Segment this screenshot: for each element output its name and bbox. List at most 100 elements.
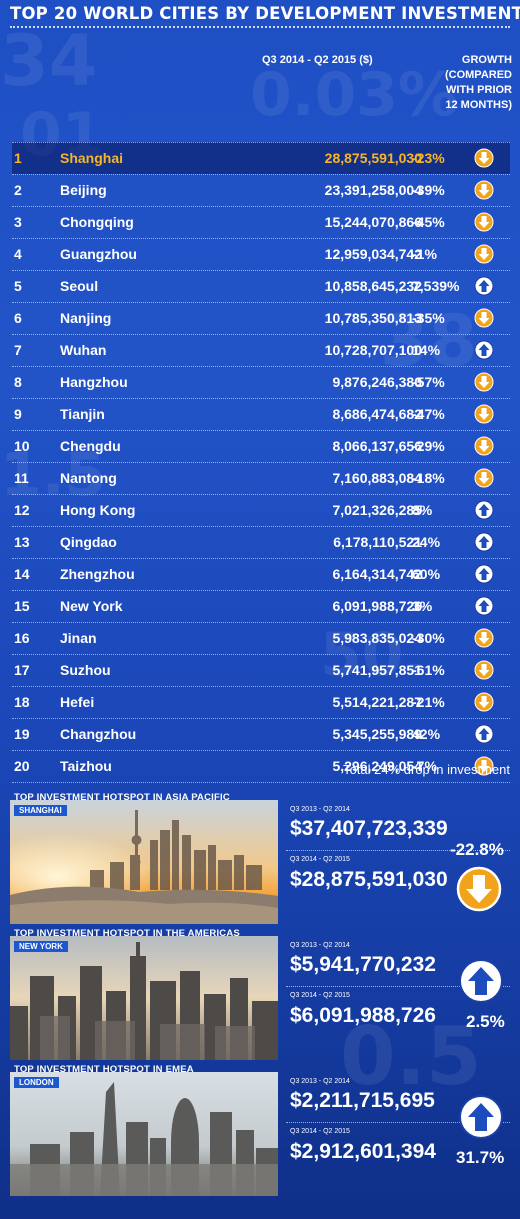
rank-cell: 5: [14, 278, 22, 294]
rank-cell: 1: [14, 150, 22, 166]
value-column-header: Q3 2014 - Q2 2015 ($): [262, 54, 373, 66]
investment-value-cell: 23,391,258,004: [324, 182, 422, 198]
rank-cell: 16: [14, 630, 30, 646]
period-label: Q3 2013 - Q2 2014: [290, 1078, 350, 1085]
city-cell: Wuhan: [60, 342, 107, 358]
city-tag: NEW YORK: [14, 941, 68, 952]
rank-cell: 11: [14, 470, 29, 486]
table-row: 7 Wuhan 10,728,707,100 14%: [12, 334, 510, 366]
up-arrow-icon: [474, 596, 494, 616]
rank-cell: 14: [14, 566, 30, 582]
growth-cell: 42%: [412, 726, 441, 742]
investment-value-cell: 28,875,591,030: [324, 150, 422, 166]
table-row: 8 Hangzhou 9,876,246,380 -57%: [12, 366, 510, 398]
page-title: TOP 20 WORLD CITIES BY DEVELOPMENT INVES…: [10, 4, 520, 28]
divider: [286, 986, 510, 987]
prior-value: $37,407,723,339: [290, 817, 448, 840]
city-cell: Nanjing: [60, 310, 112, 326]
growth-cell: 8%: [412, 502, 433, 518]
growth-cell: -1%: [412, 246, 437, 262]
hotspot-title: TOP INVESTMENT HOTSPOT IN EMEA: [14, 1064, 194, 1075]
rank-cell: 8: [14, 374, 22, 390]
table-row: 5 Seoul 10,858,645,232 7,539%: [12, 270, 510, 302]
growth-cell: -57%: [412, 374, 445, 390]
table-row: 2 Beijing 23,391,258,004 -39%: [12, 174, 510, 206]
rank-cell: 12: [14, 502, 30, 518]
investment-value-cell: 6,091,988,726: [332, 598, 422, 614]
up-arrow-icon: [474, 564, 494, 584]
up-arrow-icon: [474, 340, 494, 360]
down-arrow-icon: [474, 468, 494, 488]
rank-cell: 10: [14, 438, 30, 454]
up-arrow-icon: [474, 724, 494, 744]
ranking-table: 1 Shanghai 28,875,591,030 -23% 2 Beijing 23,39…: [12, 142, 510, 783]
table-row: 9 Tianjin 8,686,474,682 -47%: [12, 398, 510, 430]
up-arrow-icon: [474, 500, 494, 520]
shanghai-skyline-image: [10, 800, 278, 924]
hotspot-title: TOP INVESTMENT HOTSPOT IN ASIA PACIFIC: [14, 792, 230, 803]
down-arrow-icon: [474, 244, 494, 264]
city-cell: Hefei: [60, 694, 95, 710]
up-arrow-icon: [459, 1095, 503, 1139]
table-row: 3 Chongqing 15,244,070,866 -45%: [12, 206, 510, 238]
table-row: 15 New York 6,091,988,726 3%: [12, 590, 510, 622]
growth-cell: 14%: [412, 342, 441, 358]
growth-cell: -47%: [412, 406, 445, 422]
city-tag: LONDON: [14, 1077, 59, 1088]
growth-cell: -29%: [412, 438, 445, 454]
total-note: Total 24% drop in investment: [343, 762, 510, 777]
hotspot-emea: TOP INVESTMENT HOTSPOT IN EMEA: [10, 1064, 510, 1197]
table-row: 16 Jinan 5,983,835,024 -30%: [12, 622, 510, 654]
investment-value-cell: 5,741,957,851: [332, 662, 422, 678]
table-row: 20 Taizhou 5,296,249,054 -7%: [12, 750, 510, 783]
hotspot-title: TOP INVESTMENT HOTSPOT IN THE AMERICAS: [14, 928, 240, 939]
growth-cell: -18%: [412, 470, 445, 486]
city-cell: Taizhou: [60, 758, 112, 774]
rank-cell: 3: [14, 214, 22, 230]
table-row: 4 Guangzhou 12,959,034,742 -1%: [12, 238, 510, 270]
growth-cell: -61%: [412, 662, 445, 678]
table-row: 19 Changzhou 5,345,255,989 42%: [12, 718, 510, 750]
city-cell: Changzhou: [60, 726, 137, 742]
city-cell: Shanghai: [60, 150, 124, 166]
current-value: $28,875,591,030: [290, 868, 448, 891]
change-percent: 31.7%: [456, 1148, 505, 1167]
investment-value-cell: 5,983,835,024: [332, 630, 422, 646]
rank-cell: 15: [14, 598, 30, 614]
rank-cell: 4: [14, 246, 22, 262]
down-arrow-icon: [474, 308, 494, 328]
city-cell: Nantong: [60, 470, 117, 486]
new-york-skyline-image: [10, 936, 278, 1060]
table-row: 14 Zhengzhou 6,164,314,742 60%: [12, 558, 510, 590]
london-skyline-image: [10, 1072, 278, 1196]
period-label: Q3 2013 - Q2 2014: [290, 806, 350, 813]
table-row: 1 Shanghai 28,875,591,030 -23%: [12, 142, 510, 174]
rank-cell: 20: [14, 758, 30, 774]
growth-cell: -35%: [412, 310, 445, 326]
change-percent: 2.5%: [466, 1012, 505, 1031]
city-cell: Hong Kong: [60, 502, 136, 518]
growth-column-header: GROWTH (COMPARED WITH PRIOR 12 MONTHS): [444, 54, 512, 111]
table-row: 18 Hefei 5,514,221,287 -21%: [12, 686, 510, 718]
prior-value: $2,211,715,695: [290, 1089, 435, 1112]
divider: [286, 1122, 510, 1123]
down-arrow-icon: [474, 660, 494, 680]
investment-value-cell: 6,164,314,742: [332, 566, 422, 582]
down-arrow-icon: [474, 212, 494, 232]
hotspot-asia-pacific: TOP INVESTMENT HOTSPOT IN ASIA PACIFIC: [10, 792, 510, 925]
period-label: Q3 2014 - Q2 2015: [290, 856, 350, 863]
city-cell: Hangzhou: [60, 374, 128, 390]
city-cell: Seoul: [60, 278, 99, 294]
investment-value-cell: 10,728,707,100: [324, 342, 422, 358]
growth-cell: -23%: [412, 150, 445, 166]
city-cell: Zhengzhou: [60, 566, 135, 582]
growth-cell: -45%: [412, 214, 445, 230]
rank-cell: 18: [14, 694, 30, 710]
investment-value-cell: 6,178,110,521: [333, 534, 422, 550]
investment-value-cell: 12,959,034,742: [324, 246, 422, 262]
up-arrow-icon: [459, 959, 503, 1003]
investment-value-cell: 5,514,221,287: [332, 694, 422, 710]
rank-cell: 19: [14, 726, 30, 742]
city-tag: SHANGHAI: [14, 805, 67, 816]
hotspot-americas: TOP INVESTMENT HOTSPOT IN THE AMERICAS: [10, 928, 510, 1061]
